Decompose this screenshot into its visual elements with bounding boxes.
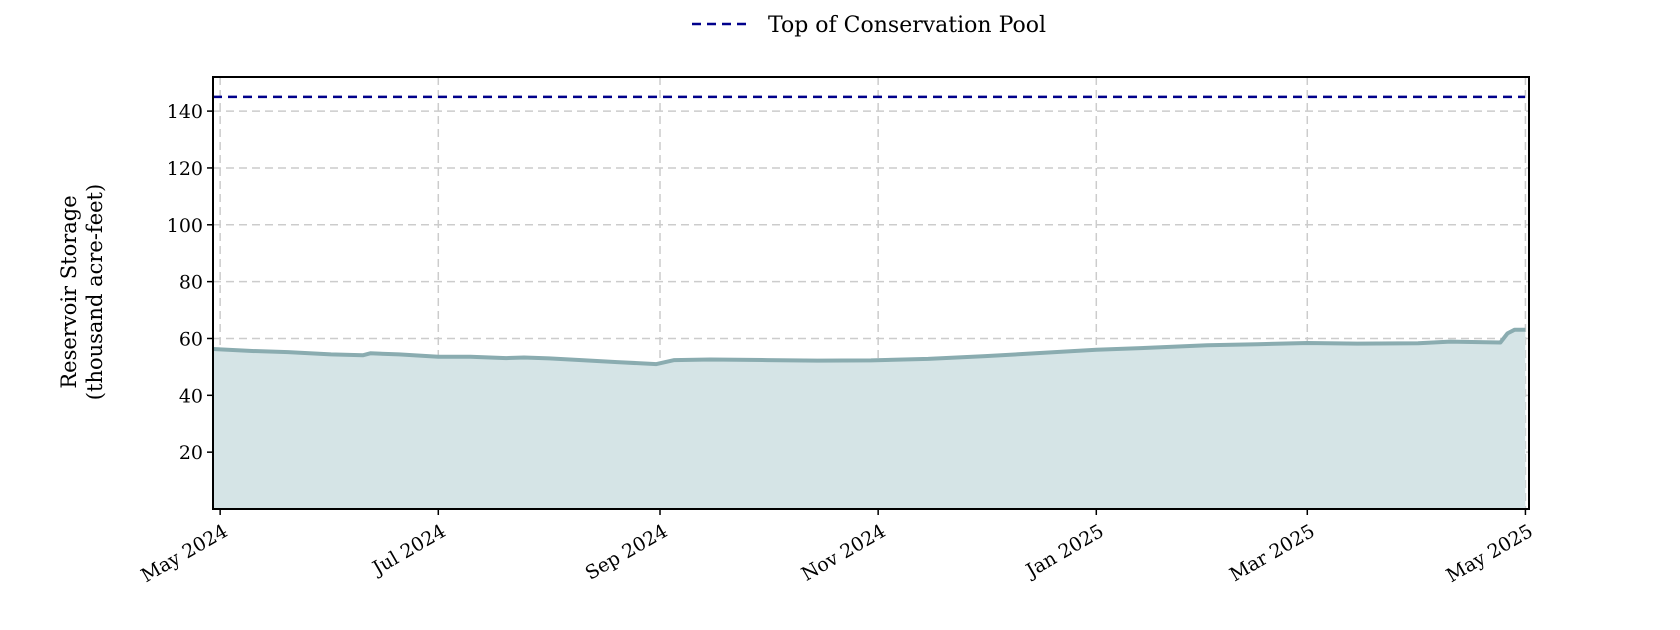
x-tick-label-2025-05-01: May 2025	[1443, 520, 1537, 587]
y-axis-title-line2: (thousand acre-feet)	[83, 184, 107, 400]
y-axis: 20 40 60 80 100 120 140	[167, 101, 213, 464]
x-tick-label-2025-03-01: Mar 2025	[1226, 520, 1319, 586]
storage-line	[212, 327, 1526, 367]
y-tick-label-140: 140	[167, 101, 203, 123]
plot-frame	[212, 76, 1530, 510]
legend: Top of Conservation Pool	[692, 13, 1046, 38]
y-tick-label-100: 100	[167, 215, 203, 237]
legend-label-conservation-pool: Top of Conservation Pool	[768, 13, 1046, 38]
x-tick-label-2024-05-01: May 2024	[137, 520, 231, 587]
y-tick-label-60: 60	[179, 328, 203, 350]
plot-area	[212, 95, 1526, 509]
x-tick-label-2024-07-01: Jul 2024	[367, 520, 449, 580]
y-axis-title-line1: Reservoir Storage	[57, 195, 81, 388]
y-tick-label-40: 40	[179, 385, 203, 407]
y-tick-label-120: 120	[167, 158, 203, 180]
storage-area-fill	[213, 329, 1526, 509]
x-tick-label-2024-09-01: Sep 2024	[582, 520, 672, 584]
x-tick-label-2024-11-01: Nov 2024	[798, 520, 890, 586]
y-tick-label-20: 20	[179, 442, 203, 464]
y-tick-label-80: 80	[179, 272, 203, 294]
x-axis: May 2024 Jul 2024 Sep 2024 Nov 2024 Jan 2025…	[137, 509, 1537, 587]
x-tick-label-2025-01-01: Jan 2025	[1021, 520, 1108, 583]
